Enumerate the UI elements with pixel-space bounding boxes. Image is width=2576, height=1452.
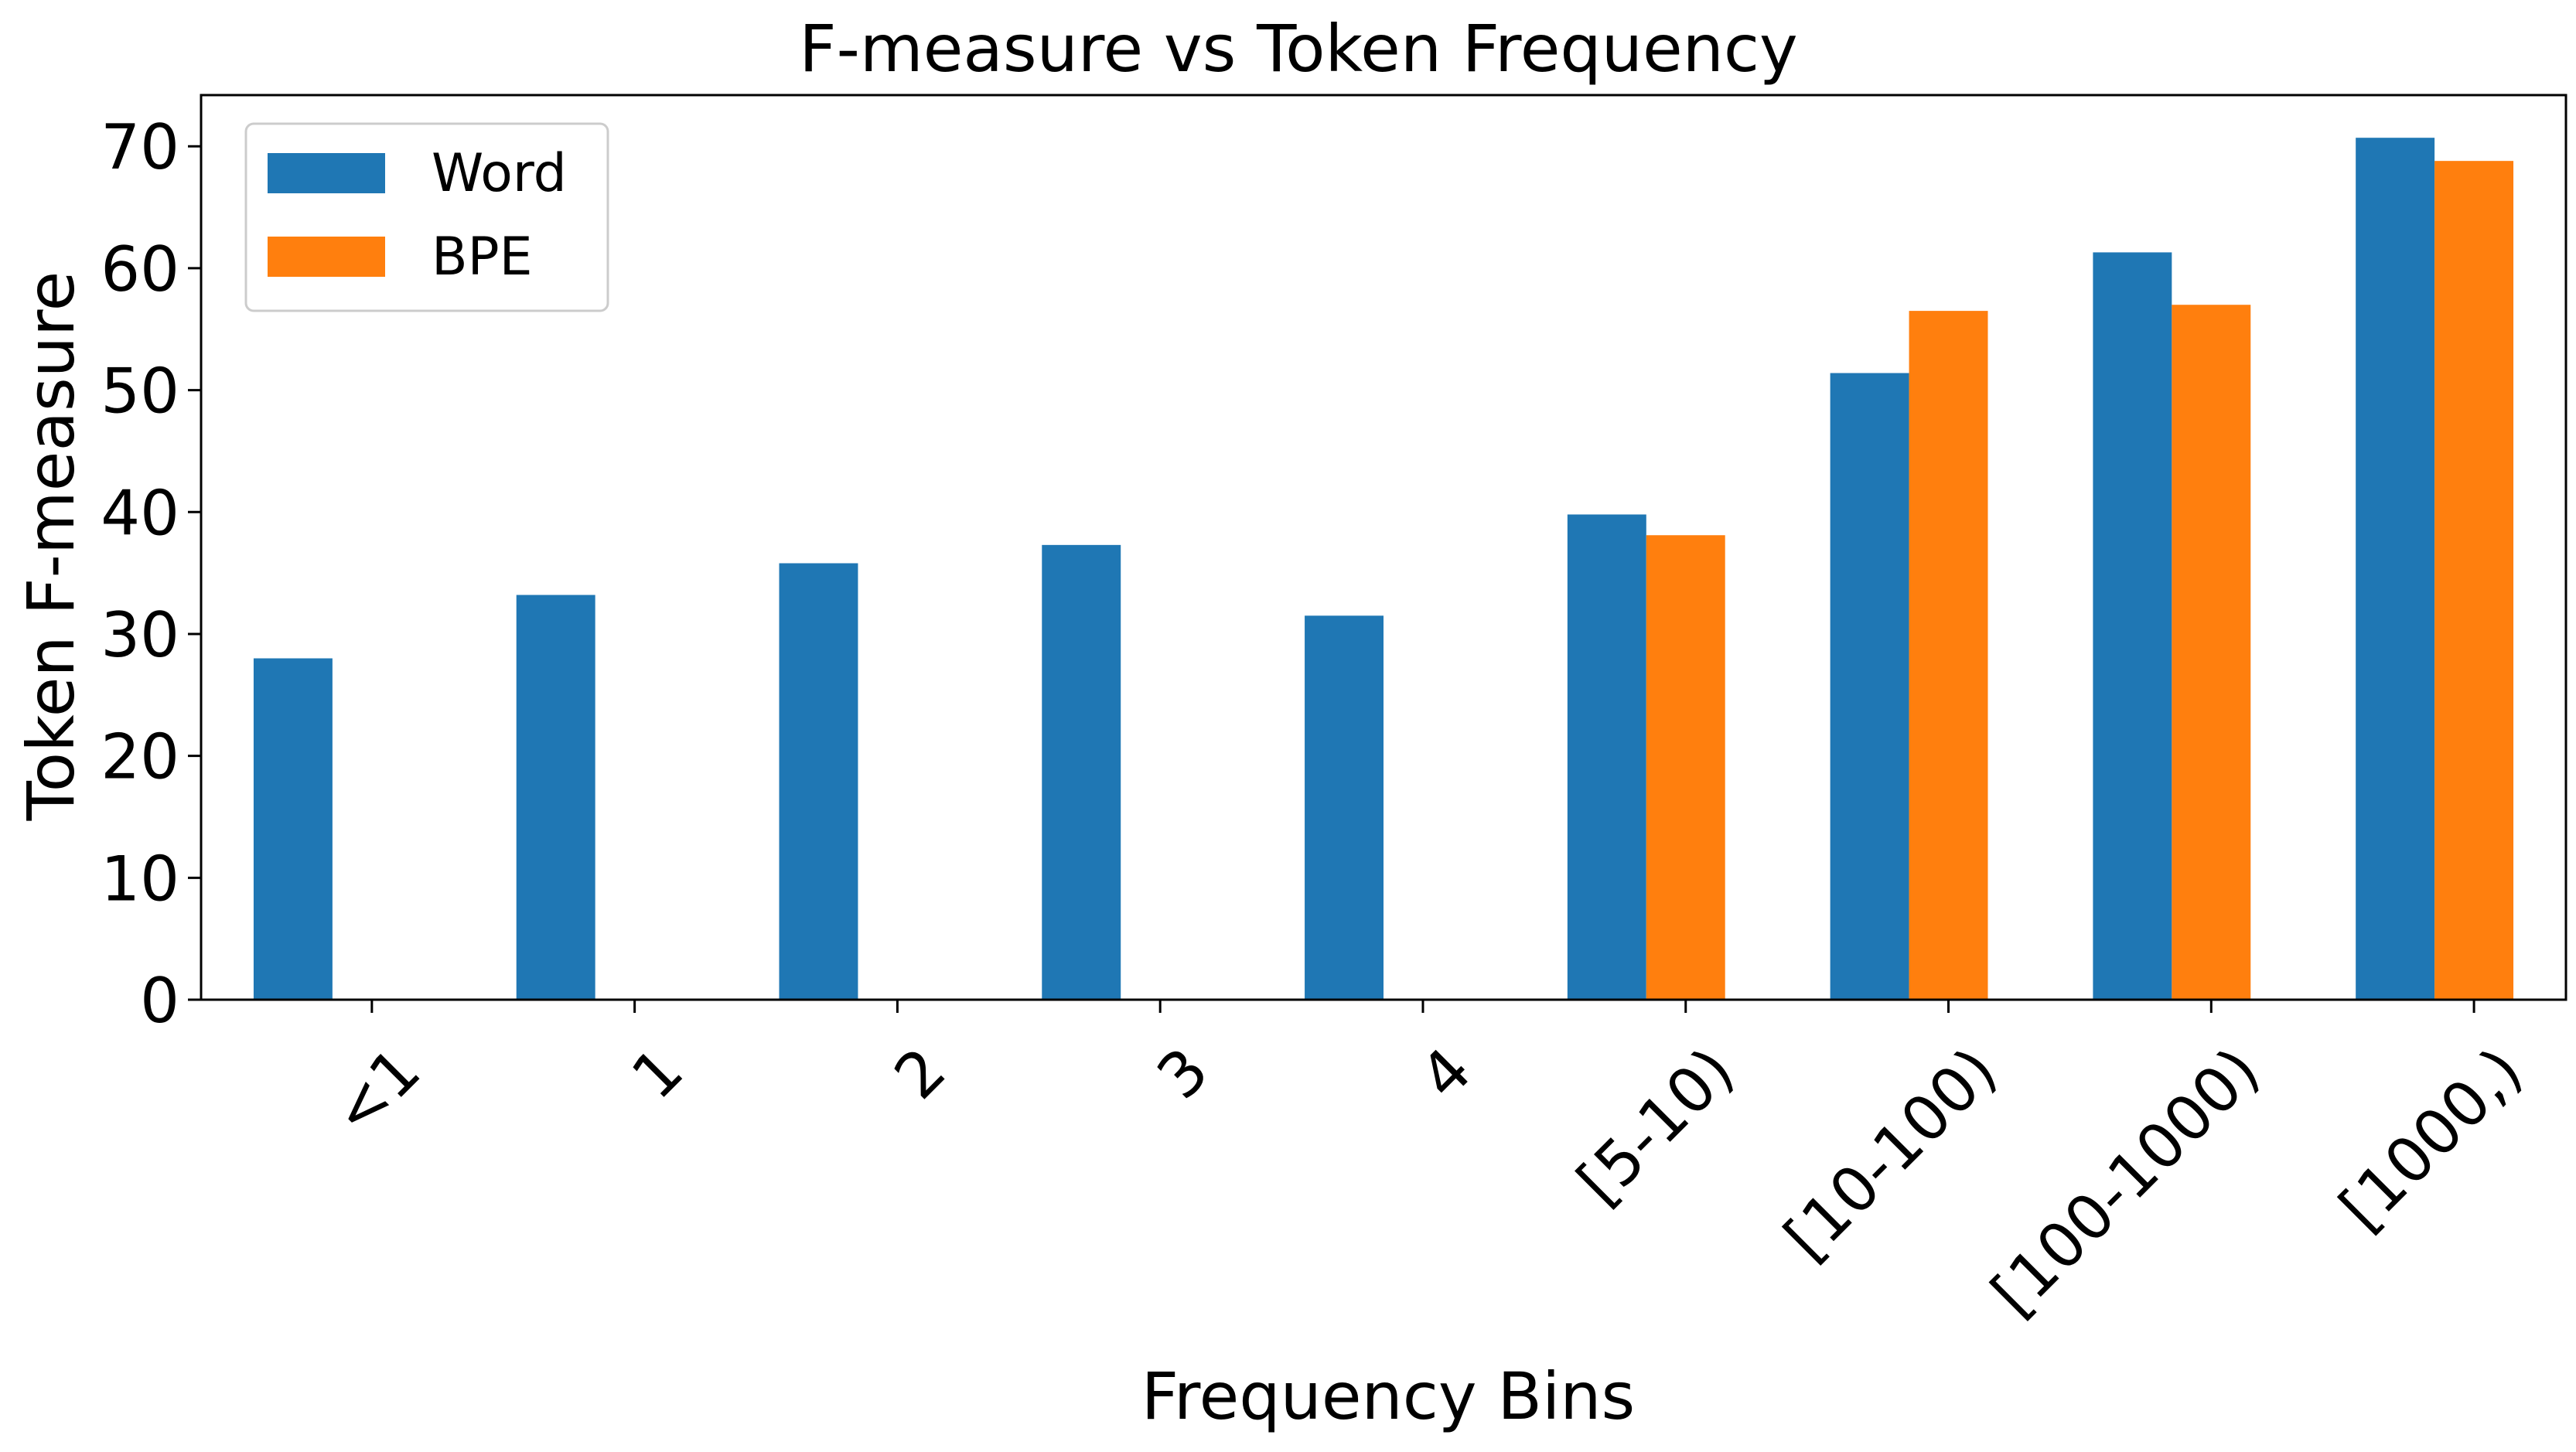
bar-bpe-8 [2434, 161, 2514, 1000]
x-tick-label-0: <1 [319, 1034, 434, 1150]
x-tick-label-6: [10-100) [1771, 1034, 2011, 1274]
bar-bpe-7 [2172, 305, 2251, 1000]
y-tick-label-2: 20 [101, 721, 179, 793]
plot-frame [200, 94, 2567, 1001]
y-tick-label-7: 70 [101, 111, 179, 183]
y-tick-label-3: 30 [101, 599, 179, 671]
legend-label-bpe: BPE [432, 227, 533, 288]
y-tick-label-4: 40 [101, 477, 179, 549]
x-axis-label: Frequency Bins [1141, 1358, 1636, 1434]
bar-word-0 [253, 658, 333, 1000]
bar-word-1 [516, 595, 595, 1000]
bar-word-6 [1830, 373, 1909, 1000]
x-tick-label-3: 3 [1144, 1034, 1223, 1113]
chart-title: F-measure vs Token Frequency [799, 11, 1798, 87]
bar-bpe-5 [1646, 535, 1725, 1000]
y-tick-label-0: 0 [140, 965, 179, 1037]
legend: Word BPE [244, 122, 609, 312]
x-tick-label-2: 2 [881, 1034, 960, 1113]
x-tick-label-8: [1000,) [2326, 1034, 2537, 1245]
bar-word-7 [2093, 252, 2172, 1000]
x-tick-label-1: 1 [618, 1034, 697, 1113]
x-tick-label-5: [5-10) [1564, 1034, 1748, 1219]
x-tick-label-4: 4 [1407, 1034, 1486, 1113]
bar-word-2 [779, 563, 858, 1000]
y-tick-label-5: 50 [101, 356, 179, 428]
legend-swatch-word [268, 153, 385, 193]
y-tick-label-6: 60 [101, 233, 179, 305]
y-tick-label-1: 10 [101, 843, 179, 915]
legend-swatch-bpe [268, 237, 385, 277]
bar-bpe-6 [1909, 311, 1988, 1000]
x-tick-label-7: [100-1000) [1977, 1034, 2273, 1330]
bar-word-4 [1305, 615, 1384, 1000]
bar-word-3 [1042, 544, 1121, 1000]
y-axis-label: Token F-measure [13, 271, 89, 822]
bar-word-8 [2356, 138, 2435, 1000]
legend-label-word: Word [432, 143, 567, 204]
bar-word-5 [1567, 514, 1646, 1000]
